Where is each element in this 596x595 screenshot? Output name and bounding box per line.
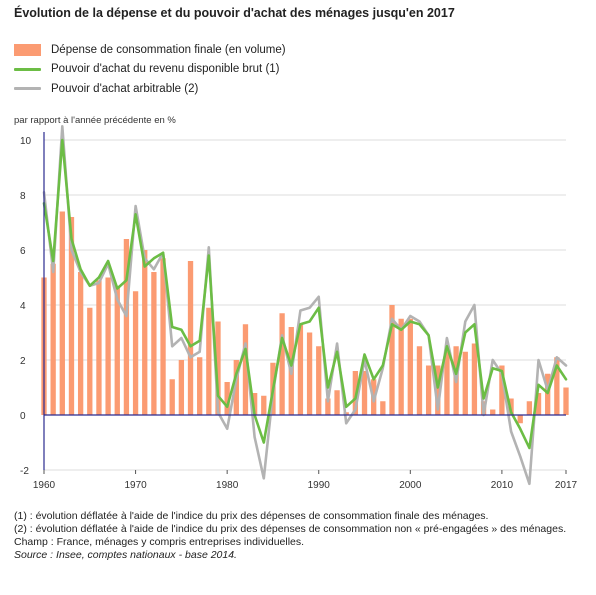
bar bbox=[151, 272, 157, 415]
chart-plot: -2 0 2 4 6 8 10 1960 1970 1980 1990 2000 2010 2017 bbox=[20, 125, 578, 491]
bar bbox=[160, 258, 166, 415]
bar bbox=[105, 277, 111, 415]
bar bbox=[306, 332, 313, 415]
y-axis-unit-label: par rapport à l'année précédente en % bbox=[14, 115, 176, 126]
legend-item-purchasing-power: Pouvoir d'achat du revenu disponible bru… bbox=[14, 60, 286, 80]
bar bbox=[68, 217, 75, 415]
bar bbox=[206, 307, 212, 415]
y-tick-label: 6 bbox=[20, 246, 26, 257]
bar bbox=[526, 401, 533, 415]
source-note: Source : Insee, comptes nationaux - base… bbox=[14, 549, 237, 561]
y-tick-label: 0 bbox=[20, 411, 26, 422]
bar bbox=[114, 285, 120, 415]
bar bbox=[132, 291, 139, 415]
x-tick-label: 1970 bbox=[124, 480, 147, 491]
bar bbox=[416, 346, 423, 415]
bar bbox=[197, 357, 203, 415]
bar bbox=[178, 360, 185, 415]
bar bbox=[215, 321, 221, 415]
y-tick-label: 2 bbox=[20, 356, 26, 367]
bar bbox=[59, 211, 65, 415]
bar bbox=[123, 239, 130, 415]
bar bbox=[398, 318, 404, 415]
y-tick-label: -2 bbox=[20, 466, 29, 477]
legend-label-purchasing-power: Pouvoir d'achat du revenu disponible bru… bbox=[51, 63, 280, 76]
bar bbox=[563, 387, 569, 415]
legend-swatch-gray-line bbox=[14, 87, 41, 91]
bar bbox=[380, 401, 386, 415]
bar bbox=[77, 272, 84, 415]
bar bbox=[334, 390, 340, 415]
bar bbox=[50, 263, 56, 415]
bar bbox=[169, 379, 175, 415]
bar bbox=[316, 346, 322, 415]
legend-swatch-bar bbox=[14, 43, 41, 56]
bar bbox=[444, 351, 450, 415]
note-scope: Champ : France, ménages y compris entrep… bbox=[14, 536, 305, 548]
bar bbox=[297, 324, 304, 415]
bar bbox=[499, 365, 505, 415]
bar bbox=[517, 415, 523, 424]
bar bbox=[233, 360, 239, 415]
line-purchasing-power bbox=[42, 138, 568, 450]
bar bbox=[389, 305, 395, 415]
bar bbox=[545, 373, 551, 415]
legend-label-arbitrable: Pouvoir d'achat arbitrable (2) bbox=[51, 82, 199, 95]
bar bbox=[142, 250, 148, 415]
x-tick-label: 2017 bbox=[555, 480, 578, 491]
legend-label-consumption: Dépense de consommation finale (en volum… bbox=[51, 43, 286, 56]
bar bbox=[471, 343, 478, 415]
legend-item-consumption: Dépense de consommation finale (en volum… bbox=[14, 40, 286, 60]
bar bbox=[361, 371, 368, 415]
bar bbox=[242, 324, 249, 415]
legend: Dépense de consommation finale (en volum… bbox=[14, 40, 286, 99]
x-tick-label: 1960 bbox=[33, 480, 56, 491]
bar bbox=[535, 393, 542, 415]
note-1: (1) : évolution déflatée à l'aide de l'i… bbox=[14, 510, 489, 522]
x-tick-label: 1980 bbox=[216, 480, 239, 491]
bar bbox=[251, 393, 258, 415]
y-tick-label: 4 bbox=[20, 301, 26, 312]
bar bbox=[224, 382, 230, 415]
bar bbox=[490, 409, 496, 415]
legend-swatch-green-line bbox=[14, 67, 41, 71]
legend-item-arbitrable: Pouvoir d'achat arbitrable (2) bbox=[14, 79, 286, 99]
bar bbox=[96, 280, 102, 415]
bar bbox=[435, 365, 441, 415]
bar bbox=[187, 261, 194, 415]
bar bbox=[87, 307, 93, 415]
y-tick-label: 8 bbox=[20, 191, 26, 202]
chart-notes: (1) : évolution déflatée à l'aide de l'i… bbox=[14, 510, 584, 562]
y-tick-label: 10 bbox=[20, 136, 32, 147]
bar bbox=[554, 357, 560, 415]
bar bbox=[279, 313, 285, 415]
x-tick-label: 2010 bbox=[491, 480, 514, 491]
x-tick-label: 1990 bbox=[308, 480, 331, 491]
bar bbox=[462, 351, 468, 415]
bar bbox=[407, 318, 413, 415]
chart-title: Évolution de la dépense et du pouvoir d'… bbox=[14, 6, 455, 20]
bar bbox=[261, 395, 267, 415]
x-tick-label: 2000 bbox=[399, 480, 422, 491]
bar bbox=[325, 398, 331, 415]
note-2: (2) : évolution déflatée à l'aide de l'i… bbox=[14, 523, 567, 535]
bar bbox=[425, 365, 432, 415]
